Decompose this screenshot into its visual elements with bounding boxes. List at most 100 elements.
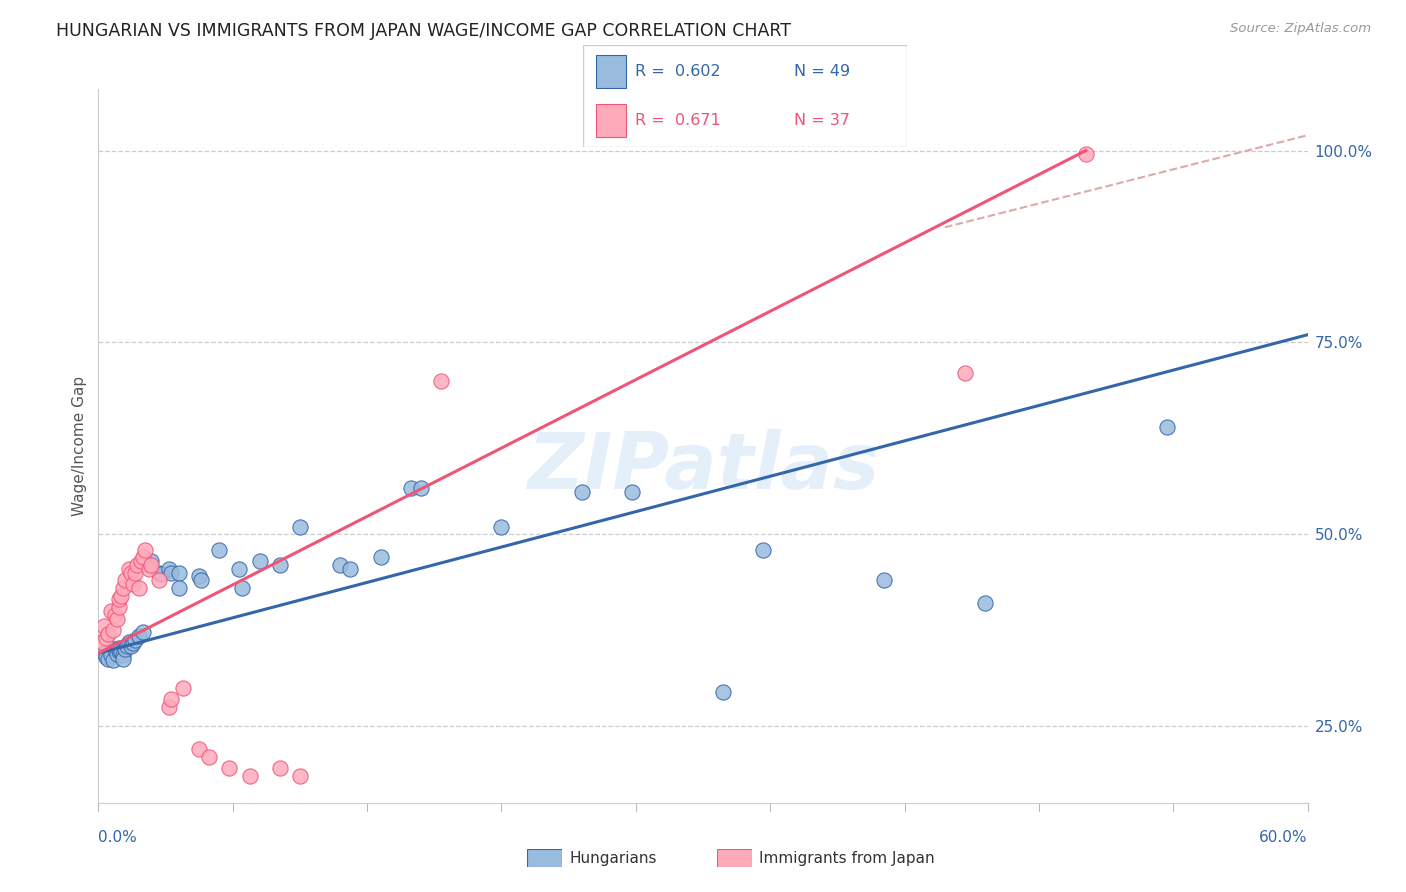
Point	[134, 542, 156, 557]
Point	[138, 558, 160, 572]
Point	[132, 550, 155, 565]
Text: ZIPatlas: ZIPatlas	[527, 429, 879, 506]
Point	[1074, 147, 1097, 161]
Point	[111, 581, 134, 595]
Point	[198, 749, 221, 764]
Point	[621, 485, 644, 500]
Point	[269, 558, 291, 572]
Point	[93, 646, 115, 660]
Text: Source: ZipAtlas.com: Source: ZipAtlas.com	[1230, 22, 1371, 36]
Point	[160, 566, 183, 580]
Point	[409, 481, 432, 495]
Point	[121, 577, 143, 591]
Point	[288, 769, 311, 783]
Point	[120, 566, 142, 580]
Text: N = 49: N = 49	[793, 63, 849, 78]
Point	[974, 596, 997, 610]
Text: HUNGARIAN VS IMMIGRANTS FROM JAPAN WAGE/INCOME GAP CORRELATION CHART: HUNGARIAN VS IMMIGRANTS FROM JAPAN WAGE/…	[56, 22, 792, 40]
Text: Hungarians: Hungarians	[569, 852, 657, 866]
Point	[149, 567, 172, 582]
Point	[953, 366, 976, 380]
Point	[269, 761, 291, 775]
Point	[97, 651, 120, 665]
Point	[157, 699, 180, 714]
Point	[167, 581, 190, 595]
Point	[873, 574, 896, 588]
Point	[491, 519, 513, 533]
Text: 0.0%: 0.0%	[98, 830, 138, 845]
Point	[120, 639, 142, 653]
Point	[188, 569, 211, 583]
Point	[101, 623, 124, 637]
FancyBboxPatch shape	[583, 45, 907, 147]
Point	[208, 542, 231, 557]
Point	[107, 600, 129, 615]
Point	[114, 574, 136, 588]
Point	[139, 558, 162, 572]
Point	[188, 742, 211, 756]
Point	[339, 562, 361, 576]
Point	[103, 642, 125, 657]
Point	[118, 562, 141, 576]
Point	[91, 634, 114, 648]
Point	[190, 574, 212, 588]
Point	[129, 554, 152, 568]
Point	[93, 619, 115, 633]
Point	[1156, 419, 1178, 434]
Point	[172, 681, 194, 695]
Point	[370, 550, 392, 565]
Point	[121, 636, 143, 650]
Point	[118, 634, 141, 648]
Point	[148, 566, 170, 580]
Point	[128, 628, 150, 642]
Point	[101, 653, 124, 667]
Point	[571, 485, 593, 500]
Point	[711, 684, 734, 698]
Bar	[596, 104, 626, 137]
Point	[239, 769, 262, 783]
Point	[107, 592, 129, 607]
Point	[111, 648, 134, 663]
Point	[97, 627, 120, 641]
Point	[148, 574, 170, 588]
Text: N = 37: N = 37	[793, 113, 849, 128]
Point	[105, 612, 128, 626]
Point	[139, 554, 162, 568]
Point	[329, 558, 352, 572]
Point	[128, 581, 150, 595]
Point	[100, 604, 122, 618]
Point	[399, 481, 422, 495]
Text: 60.0%: 60.0%	[1260, 830, 1308, 845]
Point	[103, 607, 125, 622]
Point	[249, 554, 271, 568]
Point	[167, 566, 190, 580]
Bar	[596, 55, 626, 87]
Point	[105, 647, 128, 661]
Text: R =  0.602: R = 0.602	[636, 63, 721, 78]
Text: Immigrants from Japan: Immigrants from Japan	[759, 852, 935, 866]
Point	[124, 633, 146, 648]
Point	[157, 562, 180, 576]
Point	[110, 645, 132, 659]
Point	[231, 581, 253, 595]
Point	[160, 692, 183, 706]
Point	[114, 642, 136, 657]
Point	[107, 644, 129, 658]
Point	[752, 542, 775, 557]
Text: R =  0.671: R = 0.671	[636, 113, 721, 128]
Point	[124, 566, 146, 580]
Point	[228, 562, 250, 576]
Point	[111, 651, 134, 665]
Point	[288, 519, 311, 533]
Point	[96, 631, 118, 645]
Point	[100, 648, 122, 663]
Point	[125, 558, 148, 572]
Point	[96, 650, 118, 665]
Point	[430, 374, 453, 388]
Point	[138, 562, 160, 576]
Point	[132, 625, 155, 640]
Y-axis label: Wage/Income Gap: Wage/Income Gap	[72, 376, 87, 516]
Point	[115, 639, 138, 653]
Point	[110, 589, 132, 603]
Point	[107, 640, 129, 655]
